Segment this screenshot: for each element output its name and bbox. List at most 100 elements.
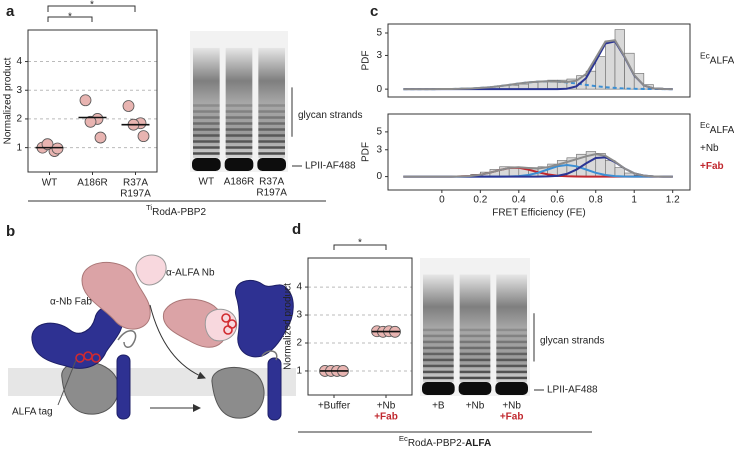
text: RodA-PBP2	[152, 207, 206, 218]
text: RodA-PBP2-	[408, 438, 465, 449]
data-point	[84, 115, 97, 128]
x-tick-label: +Nb	[502, 401, 521, 412]
roda-shape	[31, 306, 124, 369]
data-point	[51, 142, 64, 155]
arrow	[149, 304, 206, 380]
plot-frame	[307, 257, 413, 396]
gel-band	[423, 346, 454, 350]
gel-smear	[225, 47, 253, 158]
y-tick-label: 2	[296, 338, 302, 349]
x-tick-label: WT	[199, 177, 215, 188]
y-tick-label: 0	[376, 171, 382, 182]
loop	[117, 330, 137, 348]
gel-band	[193, 140, 220, 143]
nb-shape	[135, 254, 167, 286]
x-tick-label: A186R	[77, 178, 108, 189]
gel-band	[193, 116, 220, 119]
gel-bottom-band	[192, 158, 221, 171]
gel-bottom-band	[422, 382, 455, 395]
x-tick-label: R197A	[256, 188, 287, 199]
alfa-tag	[221, 313, 237, 335]
y-tick-label: 4	[296, 282, 302, 293]
y-tick-label: 2	[16, 114, 22, 125]
gel-band	[459, 334, 491, 338]
gel-smear	[193, 47, 220, 158]
text: ALFA	[710, 55, 734, 66]
gel-band	[193, 110, 220, 113]
diagram: α-ALFA Nb α-Nb Fab ALFA tag	[8, 254, 296, 421]
gel-band	[459, 346, 491, 350]
superscript: Ec	[399, 434, 408, 443]
y-axis-label: Normalized product	[283, 283, 294, 370]
data-point	[94, 131, 107, 144]
x-tick-label: +Nb	[377, 401, 396, 412]
gel-band	[225, 104, 253, 107]
gel-band	[496, 328, 527, 332]
significance-bracket	[47, 16, 93, 22]
gel-band	[193, 104, 220, 107]
gel-band	[258, 134, 285, 137]
alfa-tag	[75, 351, 101, 363]
x-tick-label: +Fab	[374, 412, 398, 423]
diagram-label: α-Nb Fab	[50, 297, 92, 308]
text: +Nb	[700, 143, 719, 154]
panel-letter: c	[370, 3, 378, 20]
y-axis-label: Normalized product	[3, 57, 14, 144]
gel-band	[225, 110, 253, 113]
gel-band	[459, 328, 491, 332]
transmembrane-helix	[116, 354, 131, 420]
x-tick-label: +B	[432, 401, 445, 412]
callout-line	[57, 359, 77, 406]
label-text: EcALFA	[700, 120, 734, 135]
x-tick-label: R37A	[259, 177, 284, 188]
panel-letter: d	[292, 221, 301, 238]
gel-band	[225, 128, 253, 131]
y-tick-label: 3	[296, 310, 302, 321]
gel-band	[496, 376, 527, 380]
gel-annotation: LPII-AF488	[305, 161, 356, 172]
histogram-bar	[614, 29, 625, 90]
gel-annotation: glycan strands	[540, 335, 604, 346]
diagram-label: ALFA tag	[12, 407, 53, 418]
gel-image	[190, 31, 288, 172]
data-point	[137, 130, 150, 143]
x-tick-label: R197A	[120, 189, 151, 200]
gel-band	[423, 334, 454, 338]
gel-band	[496, 370, 527, 374]
significance-label: *	[68, 12, 72, 23]
x-tick-label: WT	[42, 178, 58, 189]
gel-smear	[258, 47, 285, 158]
histogram-bar	[605, 40, 616, 90]
gel-band	[225, 122, 253, 125]
label-text: EcALFA	[700, 51, 734, 66]
gel-band	[459, 340, 491, 344]
gel-bottom-band	[224, 158, 254, 171]
x-tick-label: +Fab	[500, 412, 524, 423]
pbp2-shape	[211, 366, 265, 419]
data-point	[79, 94, 92, 107]
x-tick-label: A186R	[224, 177, 255, 188]
transmembrane-helix	[267, 357, 282, 421]
gel-band	[423, 352, 454, 356]
x-tick-label: 0.8	[589, 195, 603, 206]
significance-label: *	[90, 0, 94, 11]
gel-bottom-band	[458, 382, 492, 395]
y-tick-label: 5	[376, 127, 382, 138]
gel-smear	[496, 274, 527, 383]
gel-band	[459, 364, 491, 368]
panel-letter: b	[6, 223, 15, 240]
x-tick-label: +Nb	[466, 401, 485, 412]
gel-band	[225, 116, 253, 119]
gel-band	[258, 128, 285, 131]
gel-band	[496, 346, 527, 350]
gel-band	[193, 134, 220, 137]
gel-band	[193, 152, 220, 155]
gel-annotation: glycan strands	[298, 110, 362, 121]
gel-band	[258, 116, 285, 119]
superscript: Ec	[700, 120, 710, 130]
label-text: EcRodA-PBP2-ALFA	[399, 434, 491, 449]
y-tick-label: 5	[376, 28, 382, 39]
x-tick-label: 0.6	[550, 195, 564, 206]
diagram-label: α-ALFA Nb	[166, 268, 215, 279]
x-tick-label: 0.2	[473, 195, 487, 206]
